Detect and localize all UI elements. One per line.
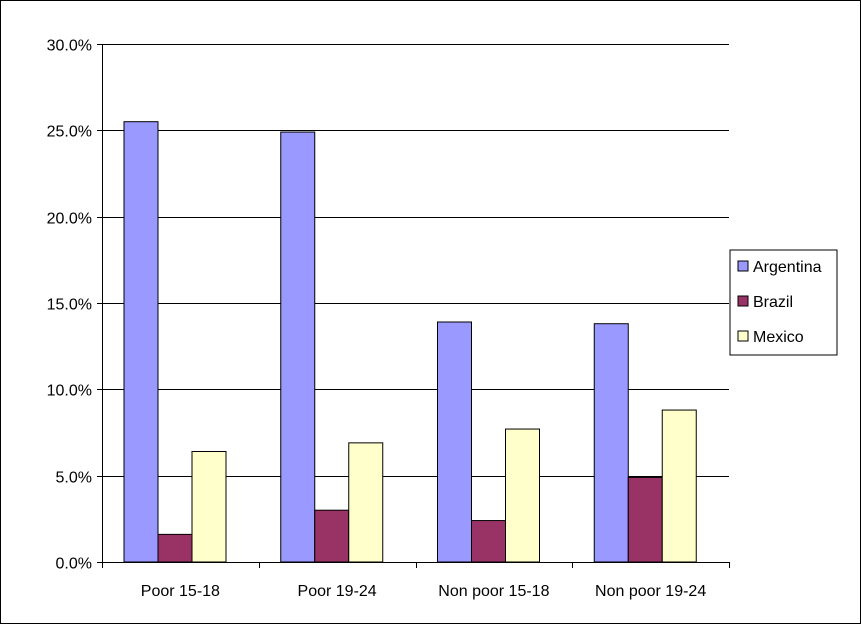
legend-swatch-mexico <box>737 330 749 342</box>
bar-mexico-3 <box>661 409 697 563</box>
y-tick-label: 0.0% <box>56 556 92 573</box>
bar-mexico-1 <box>348 442 384 563</box>
bar-brazil-0 <box>157 533 193 563</box>
tick-labels: 0.0% 5.0% 10.0% 15.0% 20.0% 25.0% 30.0% Poor 15… <box>47 38 707 601</box>
bar-argentina-0 <box>123 121 159 563</box>
bar-brazil-1 <box>314 509 350 563</box>
y-tick-label: 25.0% <box>47 124 92 141</box>
y-tick-label: 5.0% <box>56 470 92 487</box>
bar-mexico-0 <box>191 450 227 563</box>
x-tick-label: Poor 19-24 <box>298 583 377 600</box>
y-tick-label: 30.0% <box>47 38 92 55</box>
gridlines <box>102 44 729 477</box>
legend-swatch-brazil <box>737 295 749 307</box>
legend-swatch-argentina <box>737 260 749 272</box>
bars <box>123 121 697 563</box>
bar-brazil-2 <box>471 520 506 563</box>
axes <box>97 44 730 568</box>
bar-brazil-3 <box>627 476 663 563</box>
y-tick-label: 10.0% <box>47 383 92 400</box>
x-tick-label: Non poor 15-18 <box>438 583 549 600</box>
x-tick-label: Non poor 19-24 <box>595 583 706 600</box>
legend-label-argentina: Argentina <box>753 259 822 276</box>
legend: Argentina Brazil Mexico <box>729 249 838 356</box>
bar-argentina-1 <box>280 131 316 563</box>
legend-label-brazil: Brazil <box>753 294 793 311</box>
bar-argentina-2 <box>437 321 472 563</box>
x-tick-label: Poor 15-18 <box>141 583 220 600</box>
y-tick-label: 20.0% <box>47 211 92 228</box>
bar-mexico-2 <box>505 428 540 563</box>
legend-label-mexico: Mexico <box>753 329 804 346</box>
bar-argentina-3 <box>593 323 629 563</box>
y-tick-label: 15.0% <box>47 297 92 314</box>
